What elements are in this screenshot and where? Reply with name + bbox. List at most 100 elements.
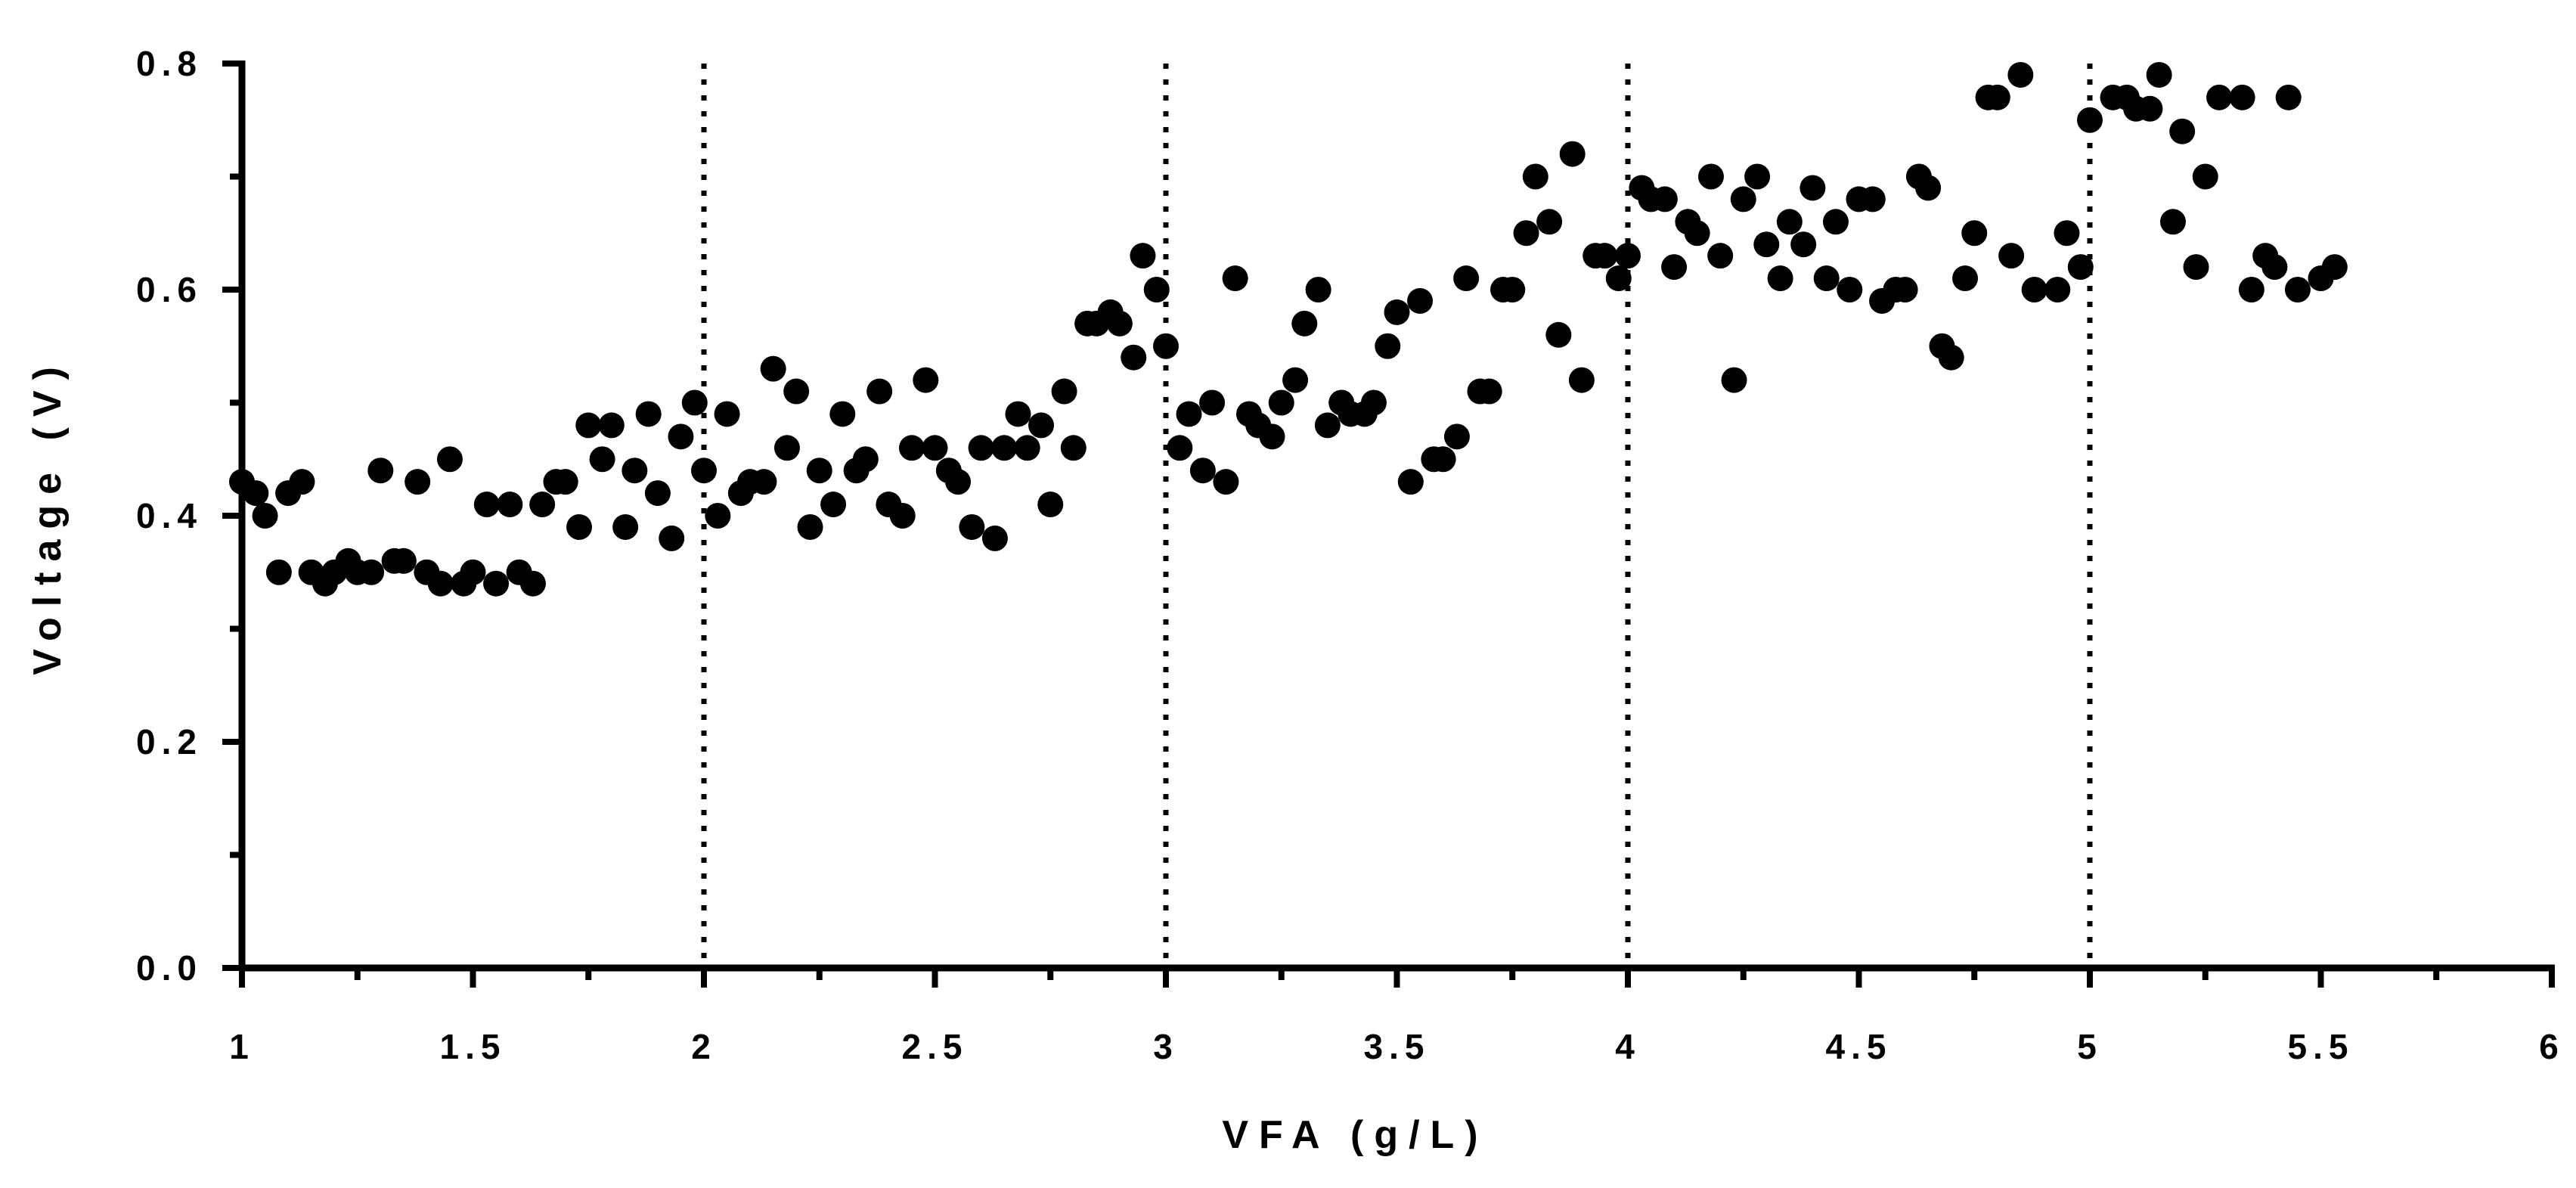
x-tick-label: 4 xyxy=(1615,1027,1641,1066)
data-point xyxy=(1189,458,1216,484)
data-point xyxy=(1305,277,1331,302)
data-point xyxy=(566,513,593,540)
data-point xyxy=(265,559,292,585)
data-point xyxy=(612,513,639,540)
data-point xyxy=(1051,378,1077,405)
data-point xyxy=(968,435,994,461)
data-point xyxy=(1730,186,1756,212)
data-point xyxy=(2021,277,2047,302)
data-point xyxy=(1684,220,1710,247)
data-point xyxy=(1522,163,1548,190)
y-ticks: 0.0 0.2 0.4 0.6 0.8 xyxy=(136,44,242,988)
data-point xyxy=(1697,163,1724,190)
data-point xyxy=(945,469,972,495)
data-point xyxy=(427,570,454,597)
data-point xyxy=(2261,254,2288,281)
data-point xyxy=(575,412,602,439)
data-point xyxy=(2169,118,2196,144)
data-point xyxy=(1938,344,1964,371)
data-point xyxy=(1984,84,2010,110)
data-point xyxy=(681,389,708,416)
data-point xyxy=(1859,186,1886,212)
data-point xyxy=(1892,277,1918,302)
data-point xyxy=(1998,243,2025,269)
y-axis-title: Voltage (V) xyxy=(26,356,70,675)
data-point xyxy=(1028,412,1055,439)
data-point xyxy=(2077,107,2103,133)
data-point xyxy=(797,513,823,540)
x-tick-label: 5 xyxy=(2077,1027,2103,1066)
data-point xyxy=(889,503,916,529)
data-point xyxy=(2146,61,2172,88)
data-point xyxy=(2284,277,2311,302)
data-point xyxy=(1837,277,1863,302)
data-point xyxy=(483,570,510,597)
x-tick-label: 1 xyxy=(229,1027,255,1066)
x-tick-label: 3 xyxy=(1153,1027,1179,1066)
data-point xyxy=(390,547,417,574)
data-point xyxy=(981,525,1008,551)
data-point xyxy=(1767,265,1793,292)
data-point xyxy=(1397,469,1424,495)
data-point xyxy=(589,446,615,473)
data-point xyxy=(1199,389,1226,416)
data-point xyxy=(1961,220,1988,247)
data-point xyxy=(1753,231,1780,258)
y-tick-label: 0.2 xyxy=(136,722,203,761)
data-point xyxy=(852,446,879,473)
x-tick-label: 6 xyxy=(2539,1027,2565,1066)
data-point xyxy=(2238,277,2264,302)
data-point xyxy=(691,458,717,484)
data-point xyxy=(1384,299,1410,325)
data-point xyxy=(1375,333,1401,359)
data-point xyxy=(460,559,486,585)
data-point xyxy=(1222,265,1248,292)
data-point xyxy=(1559,141,1586,167)
data-point xyxy=(922,435,948,461)
data-point xyxy=(1213,469,1239,495)
data-point xyxy=(598,412,625,439)
data-point xyxy=(519,570,546,597)
data-point xyxy=(913,367,939,393)
data-point xyxy=(1291,310,1318,337)
data-point xyxy=(1121,344,1147,371)
y-tick-label: 0.0 xyxy=(136,948,203,988)
data-point xyxy=(829,401,856,427)
data-point xyxy=(2229,84,2255,110)
data-point xyxy=(2007,61,2034,88)
data-point xyxy=(644,480,671,507)
data-point xyxy=(1143,277,1170,302)
data-point xyxy=(252,503,278,529)
data-point xyxy=(473,492,500,518)
data-point xyxy=(2067,254,2094,281)
x-axis-title: VFA (g/L) xyxy=(1222,1113,1488,1157)
data-point xyxy=(1799,175,1826,201)
data-point xyxy=(1153,333,1179,359)
data-point xyxy=(991,435,1018,461)
data-point xyxy=(1915,175,1942,201)
data-point xyxy=(436,446,463,473)
data-point xyxy=(1259,423,1285,450)
data-point xyxy=(1661,254,1688,281)
x-tick-label: 2 xyxy=(691,1027,717,1066)
data-point xyxy=(289,469,315,495)
data-point xyxy=(1060,435,1087,461)
data-point xyxy=(783,378,810,405)
data-point xyxy=(760,355,786,382)
data-point xyxy=(1407,287,1434,314)
data-point xyxy=(1513,220,1539,247)
data-point xyxy=(1651,186,1678,212)
data-point xyxy=(1176,401,1202,427)
data-point xyxy=(1430,446,1456,473)
data-point xyxy=(751,469,777,495)
data-point xyxy=(2054,220,2080,247)
data-point xyxy=(2275,84,2302,110)
y-tick-label: 0.6 xyxy=(136,270,203,309)
data-point xyxy=(773,435,800,461)
data-point xyxy=(1790,231,1817,258)
data-point xyxy=(2321,254,2348,281)
data-point xyxy=(1443,423,1470,450)
data-point xyxy=(529,492,556,518)
x-tick-label: 4.5 xyxy=(1826,1027,1892,1066)
data-point xyxy=(1314,412,1341,439)
